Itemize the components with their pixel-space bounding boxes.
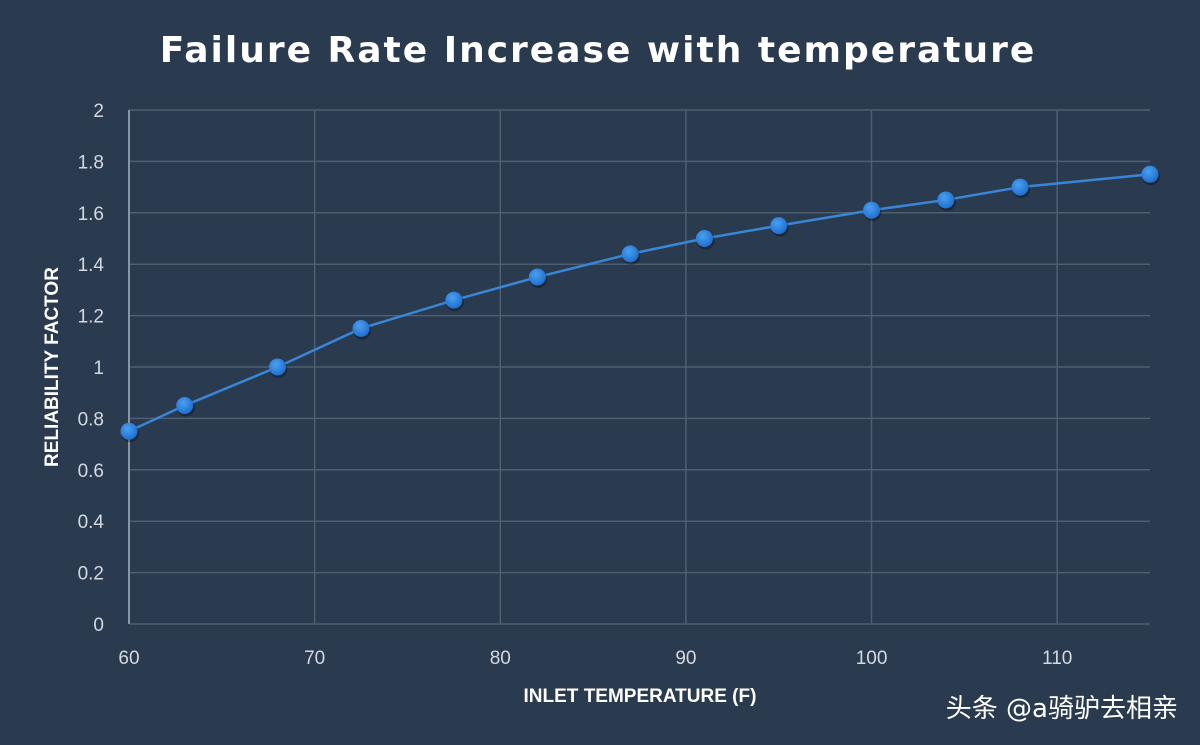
x-tick-label: 110 — [1042, 648, 1072, 669]
grid — [128, 109, 1150, 625]
data-point — [770, 217, 788, 235]
data-point — [269, 358, 287, 376]
chart-title: Failure Rate Increase with temperature — [160, 30, 1037, 71]
y-tick-label: 0 — [93, 615, 104, 636]
x-tick-label: 100 — [856, 648, 888, 669]
data-point — [1141, 165, 1159, 183]
y-tick-label: 0.4 — [78, 512, 105, 533]
y-tick-label: 1.2 — [78, 307, 104, 328]
y-axis-label: RELIABILITY FACTOR — [42, 267, 63, 467]
data-point — [937, 191, 955, 209]
y-tick-label: 1 — [93, 358, 104, 379]
x-tick-label: 80 — [490, 648, 511, 669]
data-point — [621, 245, 639, 263]
y-tick-label: 0.6 — [78, 461, 104, 482]
data-point — [120, 422, 138, 440]
y-tick-label: 2 — [93, 101, 104, 122]
data-point — [528, 268, 546, 286]
x-tick-label: 90 — [675, 648, 696, 669]
y-tick-label: 1.6 — [78, 204, 104, 225]
x-tick-label: 60 — [118, 648, 139, 669]
y-tick-label: 0.8 — [78, 409, 104, 430]
data-point — [1011, 178, 1029, 196]
x-axis-ticks: 60 70 80 90 100 110 — [118, 648, 1072, 669]
y-tick-label: 0.2 — [78, 564, 104, 585]
data-point — [352, 319, 370, 337]
y-axis-ticks: 0 0.2 0.4 0.6 0.8 1 1.2 1.4 1.6 1.8 2 — [78, 101, 105, 636]
watermark: 头条 @a骑驴去相亲 — [945, 694, 1178, 724]
x-tick-label: 70 — [304, 648, 325, 669]
series-line — [120, 165, 1160, 443]
y-tick-label: 1.8 — [78, 152, 104, 173]
y-tick-label: 1.4 — [78, 255, 105, 276]
x-axis-label: INLET TEMPERATURE (F) — [524, 686, 757, 707]
data-point — [445, 291, 463, 309]
data-point — [176, 397, 194, 415]
data-point — [863, 201, 881, 219]
data-point — [695, 230, 713, 247]
